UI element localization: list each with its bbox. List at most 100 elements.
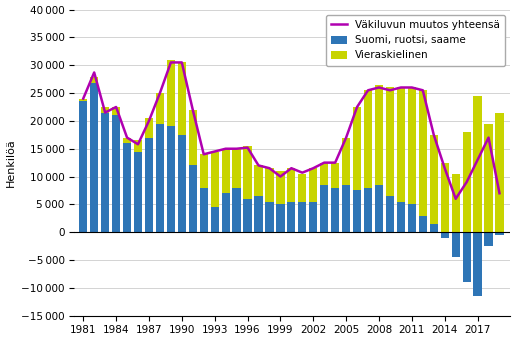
Bar: [441, 163, 449, 232]
Bar: [342, 137, 350, 185]
Väkiluvun muutos yhteensä: [398, 86, 404, 90]
Bar: [90, 77, 98, 83]
Väkiluvun muutos yhteensä: [277, 175, 283, 179]
Bar: [178, 135, 186, 232]
Bar: [79, 101, 87, 232]
Bar: [386, 88, 394, 196]
Bar: [430, 224, 438, 232]
Väkiluvun muutos yhteensä: [453, 197, 459, 201]
Bar: [485, 232, 493, 246]
Bar: [320, 185, 328, 232]
Väkiluvun muutos yhteensä: [496, 191, 503, 195]
Bar: [123, 143, 131, 232]
Väkiluvun muutos yhteensä: [486, 135, 492, 139]
Bar: [200, 154, 208, 188]
Väkiluvun muutos yhteensä: [266, 166, 272, 170]
Väkiluvun muutos yhteensä: [310, 166, 316, 170]
Bar: [112, 107, 120, 115]
Bar: [474, 232, 482, 296]
Bar: [298, 174, 307, 202]
Bar: [495, 232, 504, 235]
Väkiluvun muutos yhteensä: [299, 170, 305, 175]
Väkiluvun muutos yhteensä: [442, 166, 448, 170]
Bar: [233, 188, 240, 232]
Bar: [342, 185, 350, 232]
Bar: [156, 124, 164, 232]
Bar: [462, 132, 471, 232]
Bar: [145, 118, 153, 137]
Bar: [287, 168, 296, 202]
Bar: [200, 188, 208, 232]
Bar: [320, 163, 328, 185]
Bar: [254, 196, 263, 232]
Bar: [441, 232, 449, 238]
Bar: [276, 171, 284, 204]
Bar: [79, 99, 87, 101]
Bar: [178, 62, 186, 135]
Väkiluvun muutos yhteensä: [102, 110, 108, 115]
Väkiluvun muutos yhteensä: [124, 135, 130, 139]
Bar: [156, 93, 164, 124]
Bar: [418, 216, 427, 232]
Bar: [408, 204, 416, 232]
Väkiluvun muutos yhteensä: [463, 180, 470, 184]
Väkiluvun muutos yhteensä: [343, 135, 349, 139]
Bar: [397, 202, 405, 232]
Väkiluvun muutos yhteensä: [91, 70, 98, 74]
Bar: [353, 191, 361, 232]
Bar: [189, 110, 197, 165]
Väkiluvun muutos yhteensä: [387, 88, 393, 92]
Bar: [276, 204, 284, 232]
Line: Väkiluvun muutos yhteensä: Väkiluvun muutos yhteensä: [83, 62, 499, 199]
Bar: [474, 96, 482, 232]
Bar: [265, 168, 273, 202]
Väkiluvun muutos yhteensä: [409, 86, 415, 90]
Bar: [167, 127, 175, 232]
Bar: [233, 149, 240, 188]
Y-axis label: Henkilöä: Henkilöä: [6, 138, 15, 187]
Bar: [134, 140, 142, 151]
Bar: [462, 232, 471, 282]
Legend: Väkiluvun muutos yhteensä, Suomi, ruotsi, saame, Vieraskielinen: Väkiluvun muutos yhteensä, Suomi, ruotsi…: [326, 15, 505, 65]
Bar: [221, 193, 230, 232]
Bar: [452, 174, 460, 232]
Väkiluvun muutos yhteensä: [168, 60, 174, 64]
Väkiluvun muutos yhteensä: [146, 119, 152, 123]
Bar: [331, 188, 340, 232]
Bar: [485, 124, 493, 232]
Bar: [134, 151, 142, 232]
Bar: [375, 185, 383, 232]
Bar: [287, 202, 296, 232]
Väkiluvun muutos yhteensä: [179, 60, 185, 64]
Väkiluvun muutos yhteensä: [321, 161, 327, 165]
Bar: [211, 207, 219, 232]
Väkiluvun muutos yhteensä: [80, 97, 86, 101]
Bar: [211, 151, 219, 207]
Bar: [495, 113, 504, 232]
Väkiluvun muutos yhteensä: [354, 105, 360, 109]
Bar: [123, 137, 131, 143]
Väkiluvun muutos yhteensä: [157, 91, 163, 95]
Bar: [101, 107, 109, 113]
Väkiluvun muutos yhteensä: [233, 147, 239, 151]
Väkiluvun muutos yhteensä: [255, 163, 262, 167]
Bar: [452, 232, 460, 257]
Väkiluvun muutos yhteensä: [332, 161, 338, 165]
Bar: [244, 146, 252, 199]
Bar: [430, 135, 438, 224]
Bar: [418, 90, 427, 216]
Bar: [254, 165, 263, 196]
Bar: [375, 85, 383, 185]
Väkiluvun muutos yhteensä: [365, 88, 371, 92]
Väkiluvun muutos yhteensä: [420, 88, 426, 92]
Bar: [221, 149, 230, 193]
Väkiluvun muutos yhteensä: [201, 152, 207, 156]
Bar: [167, 60, 175, 127]
Bar: [101, 113, 109, 232]
Bar: [397, 88, 405, 202]
Bar: [386, 196, 394, 232]
Väkiluvun muutos yhteensä: [212, 149, 218, 153]
Väkiluvun muutos yhteensä: [245, 146, 251, 150]
Bar: [408, 88, 416, 204]
Väkiluvun muutos yhteensä: [288, 166, 295, 170]
